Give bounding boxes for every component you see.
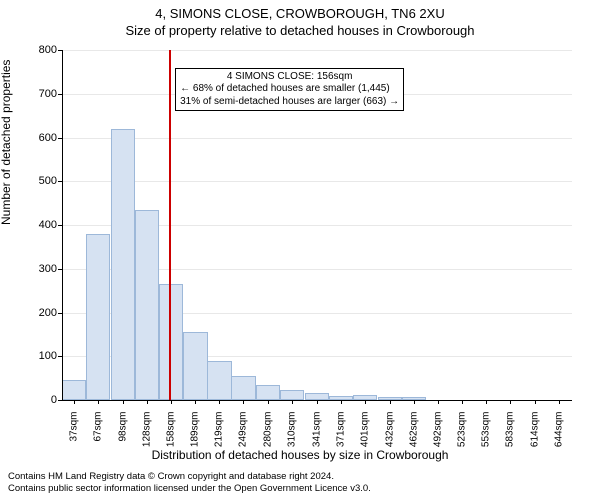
- x-tick-mark: [219, 400, 220, 404]
- y-tick-label: 600: [17, 132, 57, 144]
- x-tick-mark: [341, 400, 342, 404]
- y-tick-label: 100: [17, 350, 57, 362]
- x-tick-mark: [510, 400, 511, 404]
- x-tick-label: 523sqm: [457, 412, 468, 472]
- x-tick-mark: [559, 400, 560, 404]
- indicator-line: [169, 50, 171, 400]
- x-tick-label: 644sqm: [554, 412, 565, 472]
- x-tick-label: 67sqm: [92, 412, 103, 472]
- x-tick-mark: [268, 400, 269, 404]
- x-tick-mark: [317, 400, 318, 404]
- x-tick-label: 249sqm: [238, 412, 249, 472]
- y-tick-mark: [58, 94, 62, 95]
- histogram-bar: [135, 210, 159, 400]
- histogram-bar: [280, 390, 304, 400]
- x-tick-label: 310sqm: [287, 412, 298, 472]
- x-axis-label: Distribution of detached houses by size …: [0, 448, 600, 462]
- x-tick-mark: [486, 400, 487, 404]
- x-tick-label: 219sqm: [214, 412, 225, 472]
- x-tick-label: 158sqm: [165, 412, 176, 472]
- grid-line: [62, 181, 572, 182]
- x-tick-label: 401sqm: [359, 412, 370, 472]
- histogram-bar: [86, 234, 110, 400]
- attribution: Contains HM Land Registry data © Crown c…: [8, 471, 371, 494]
- y-tick-mark: [58, 269, 62, 270]
- chart-title-subtitle: Size of property relative to detached ho…: [0, 23, 600, 38]
- x-tick-label: 371sqm: [335, 412, 346, 472]
- y-tick-label: 400: [17, 219, 57, 231]
- x-tick-mark: [171, 400, 172, 404]
- x-tick-label: 341sqm: [312, 412, 323, 472]
- histogram-bar: [111, 129, 135, 400]
- y-tick-mark: [58, 181, 62, 182]
- attribution-line1: Contains HM Land Registry data © Crown c…: [8, 471, 371, 482]
- x-tick-label: 553sqm: [481, 412, 492, 472]
- grid-line: [62, 50, 572, 51]
- chart-title-address: 4, SIMONS CLOSE, CROWBOROUGH, TN6 2XU: [0, 6, 600, 21]
- x-tick-mark: [243, 400, 244, 404]
- y-tick-label: 300: [17, 263, 57, 275]
- y-tick-label: 0: [17, 394, 57, 406]
- x-tick-label: 189sqm: [190, 412, 201, 472]
- annotation-line1: 4 SIMONS CLOSE: 156sqm: [180, 71, 399, 84]
- histogram-bar: [207, 361, 231, 400]
- y-tick-label: 500: [17, 175, 57, 187]
- y-tick-mark: [58, 356, 62, 357]
- chart-titles: 4, SIMONS CLOSE, CROWBOROUGH, TN6 2XU Si…: [0, 6, 600, 38]
- x-tick-mark: [292, 400, 293, 404]
- y-tick-label: 200: [17, 307, 57, 319]
- y-tick-mark: [58, 50, 62, 51]
- histogram-bar: [183, 332, 207, 400]
- histogram-bar: [231, 376, 255, 400]
- x-tick-mark: [414, 400, 415, 404]
- grid-line: [62, 138, 572, 139]
- x-tick-label: 462sqm: [408, 412, 419, 472]
- annotation-line3: 31% of semi-detached houses are larger (…: [180, 96, 399, 109]
- x-tick-mark: [535, 400, 536, 404]
- plot-area: 4 SIMONS CLOSE: 156sqm← 68% of detached …: [62, 50, 572, 400]
- x-tick-mark: [390, 400, 391, 404]
- y-axis-label: Number of detached properties: [0, 60, 13, 225]
- x-tick-label: 37sqm: [68, 412, 79, 472]
- y-tick-label: 700: [17, 88, 57, 100]
- x-tick-label: 614sqm: [530, 412, 541, 472]
- x-tick-label: 98sqm: [117, 412, 128, 472]
- histogram-bar: [62, 380, 86, 400]
- x-tick-mark: [74, 400, 75, 404]
- x-tick-mark: [438, 400, 439, 404]
- y-tick-mark: [58, 138, 62, 139]
- y-axis-line: [62, 50, 63, 400]
- x-tick-mark: [123, 400, 124, 404]
- x-tick-label: 492sqm: [432, 412, 443, 472]
- y-tick-mark: [58, 313, 62, 314]
- x-tick-mark: [98, 400, 99, 404]
- annotation-line2: ← 68% of detached houses are smaller (1,…: [180, 83, 399, 96]
- x-tick-mark: [462, 400, 463, 404]
- histogram-bar: [256, 385, 280, 400]
- x-tick-label: 432sqm: [384, 412, 395, 472]
- attribution-line2: Contains public sector information licen…: [8, 483, 371, 494]
- x-tick-mark: [195, 400, 196, 404]
- x-tick-label: 280sqm: [263, 412, 274, 472]
- x-tick-mark: [147, 400, 148, 404]
- x-tick-label: 583sqm: [505, 412, 516, 472]
- y-tick-mark: [58, 225, 62, 226]
- y-tick-label: 800: [17, 44, 57, 56]
- chart-root: { "chart": { "type": "histogram", "title…: [0, 0, 600, 500]
- annotation-box: 4 SIMONS CLOSE: 156sqm← 68% of detached …: [175, 68, 404, 112]
- y-tick-mark: [58, 400, 62, 401]
- x-tick-mark: [365, 400, 366, 404]
- x-tick-label: 128sqm: [141, 412, 152, 472]
